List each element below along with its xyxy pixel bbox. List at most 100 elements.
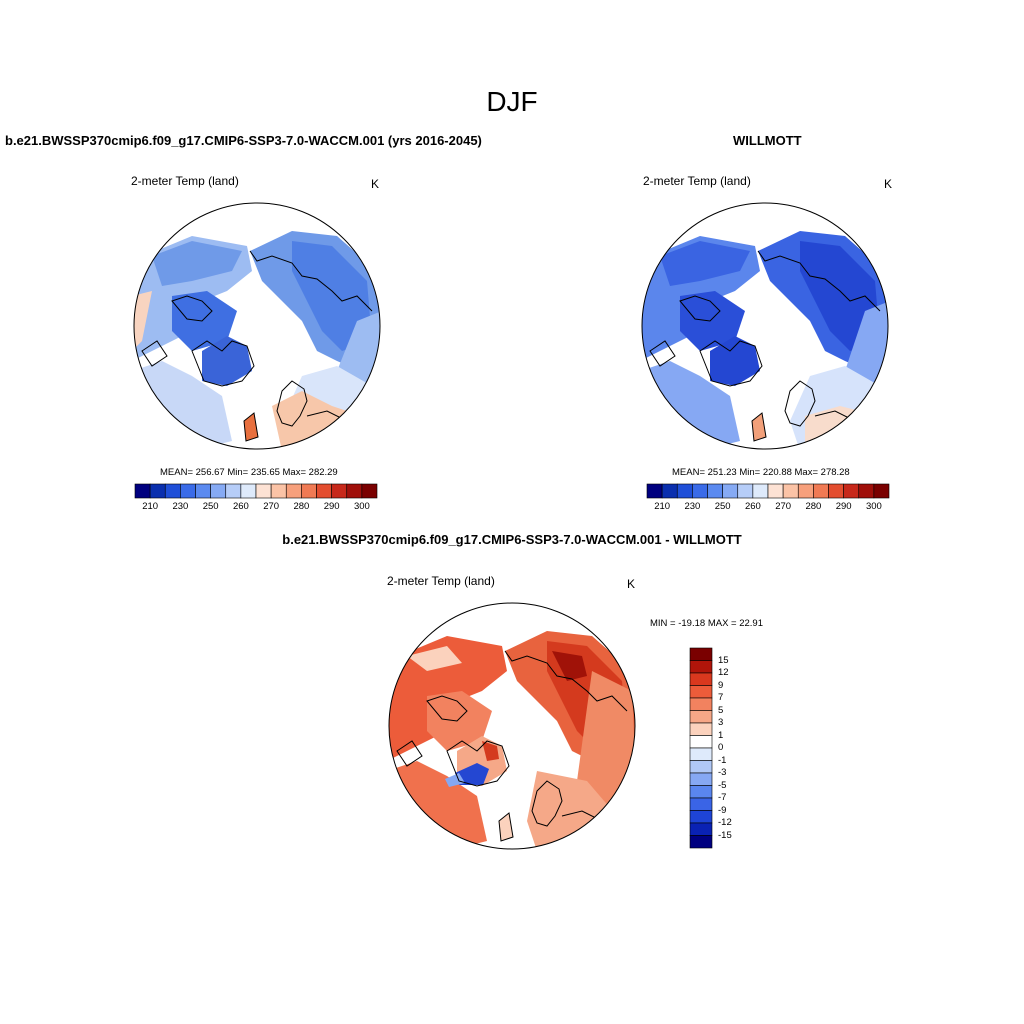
obs-units-label: K [884, 177, 893, 191]
colorbar-tick-label: 7 [718, 692, 724, 703]
figure-title: DJF [486, 86, 538, 117]
colorbar-tick-label: 290 [323, 501, 340, 512]
colorbar-cell [722, 483, 739, 499]
colorbar-cell [240, 483, 257, 499]
colorbar-tick-label: 270 [263, 501, 280, 512]
colorbar-cell [225, 483, 242, 499]
colorbar-tick-label: -15 [718, 829, 732, 841]
colorbar-cell [689, 672, 713, 686]
colorbar-tick-label: 280 [805, 501, 822, 512]
colorbar-tick-label: 230 [172, 501, 189, 512]
colorbar-cell [843, 483, 860, 499]
colorbar-cell [767, 483, 784, 499]
colorbar-cell [692, 483, 708, 499]
diff-colorbar-labels: 15 12 9 7 5 3 1 0 -1 -3 -5 -7 -9 -12 -15 [718, 648, 758, 848]
model-units-label: K [371, 177, 380, 191]
colorbar-tick-label: 3 [718, 717, 724, 728]
colorbar-cell [676, 483, 693, 499]
colorbar-tick-label: 5 [718, 704, 724, 716]
colorbar-cell [689, 722, 713, 736]
colorbar-cell [180, 483, 196, 499]
colorbar-cell [195, 483, 211, 499]
colorbar-cell [646, 483, 663, 499]
colorbar-cell [873, 483, 890, 499]
diff-panel-title: b.e21.BWSSP370cmip6.f09_g17.CMIP6-SSP3-7… [282, 532, 742, 547]
diff-polar-map [388, 602, 636, 850]
colorbar-cell [689, 810, 713, 824]
colorbar-cell [134, 483, 151, 499]
colorbar-cell [255, 483, 272, 499]
colorbar-cell [210, 483, 227, 499]
colorbar-cell [164, 483, 181, 499]
colorbar-cell [149, 483, 166, 499]
colorbar-tick-label: 210 [654, 501, 671, 512]
obs-panel-title: WILLMOTT [733, 133, 802, 148]
colorbar-tick-label: -1 [718, 754, 727, 766]
colorbar-cell [285, 483, 302, 499]
colorbar-tick-label: -9 [718, 804, 727, 816]
colorbar-cell [752, 483, 769, 499]
colorbar-cell [689, 697, 713, 711]
obs-variable-label: 2-meter Temp (land) [643, 174, 751, 188]
colorbar-cell [689, 772, 713, 786]
colorbar-tick-label: 210 [142, 501, 159, 512]
obs-colorbar [646, 483, 890, 499]
model-colorbar-labels: 210 230 250 260 270 280 290 300 [135, 501, 377, 513]
colorbar-tick-label: 15 [718, 654, 729, 666]
colorbar-cell [858, 483, 875, 499]
colorbar-cell [689, 660, 713, 674]
colorbar-tick-label: -5 [718, 779, 727, 791]
colorbar-tick-label: 1 [718, 729, 724, 741]
obs-stats: MEAN= 251.23 Min= 220.88 Max= 278.28 [672, 467, 850, 478]
colorbar-tick-label: 300 [353, 501, 370, 512]
diff-colorbar [689, 647, 713, 849]
colorbar-cell [689, 710, 713, 724]
colorbar-cell [689, 797, 713, 811]
diff-units-label: K [627, 577, 636, 591]
colorbar-cell [316, 483, 332, 499]
model-variable-label: 2-meter Temp (land) [131, 174, 239, 188]
colorbar-cell [828, 483, 844, 499]
colorbar-cell [689, 647, 713, 661]
colorbar-cell [689, 685, 713, 699]
colorbar-tick-label: 290 [835, 501, 852, 512]
model-stats: MEAN= 256.67 Min= 235.65 Max= 282.29 [160, 467, 338, 478]
colorbar-tick-label: 12 [718, 667, 729, 678]
colorbar-cell [331, 483, 348, 499]
colorbar-tick-label: 250 [202, 501, 219, 512]
colorbar-cell [689, 785, 713, 799]
colorbar-cell [346, 483, 363, 499]
colorbar-tick-label: 260 [744, 501, 761, 512]
colorbar-tick-label: 9 [718, 679, 724, 691]
diff-stats: MIN = -19.18 MAX = 22.91 [650, 618, 764, 629]
obs-colorbar-labels: 210 230 250 260 270 280 290 300 [647, 501, 889, 513]
colorbar-tick-label: -12 [718, 817, 732, 828]
colorbar-cell [813, 483, 829, 499]
model-polar-map [133, 202, 381, 450]
colorbar-cell [689, 822, 713, 836]
colorbar-tick-label: 250 [714, 501, 731, 512]
colorbar-cell [689, 747, 713, 761]
model-colorbar [134, 483, 378, 499]
colorbar-cell [782, 483, 799, 499]
colorbar-tick-label: 260 [232, 501, 249, 512]
colorbar-cell [689, 735, 713, 749]
colorbar-tick-label: -7 [718, 792, 727, 803]
colorbar-cell [361, 483, 378, 499]
colorbar-tick-label: 270 [775, 501, 792, 512]
colorbar-cell [301, 483, 317, 499]
colorbar-tick-label: 230 [684, 501, 701, 512]
colorbar-tick-label: 300 [865, 501, 882, 512]
colorbar-tick-label: 0 [718, 742, 724, 753]
obs-polar-map [641, 202, 889, 450]
colorbar-cell [707, 483, 723, 499]
colorbar-cell [270, 483, 287, 499]
colorbar-cell [689, 835, 713, 849]
colorbar-cell [661, 483, 678, 499]
model-panel-title: b.e21.BWSSP370cmip6.f09_g17.CMIP6-SSP3-7… [5, 133, 482, 148]
colorbar-tick-label: 280 [293, 501, 310, 512]
diff-variable-label: 2-meter Temp (land) [387, 574, 495, 588]
colorbar-cell [737, 483, 754, 499]
colorbar-cell [797, 483, 814, 499]
colorbar-cell [689, 760, 713, 774]
